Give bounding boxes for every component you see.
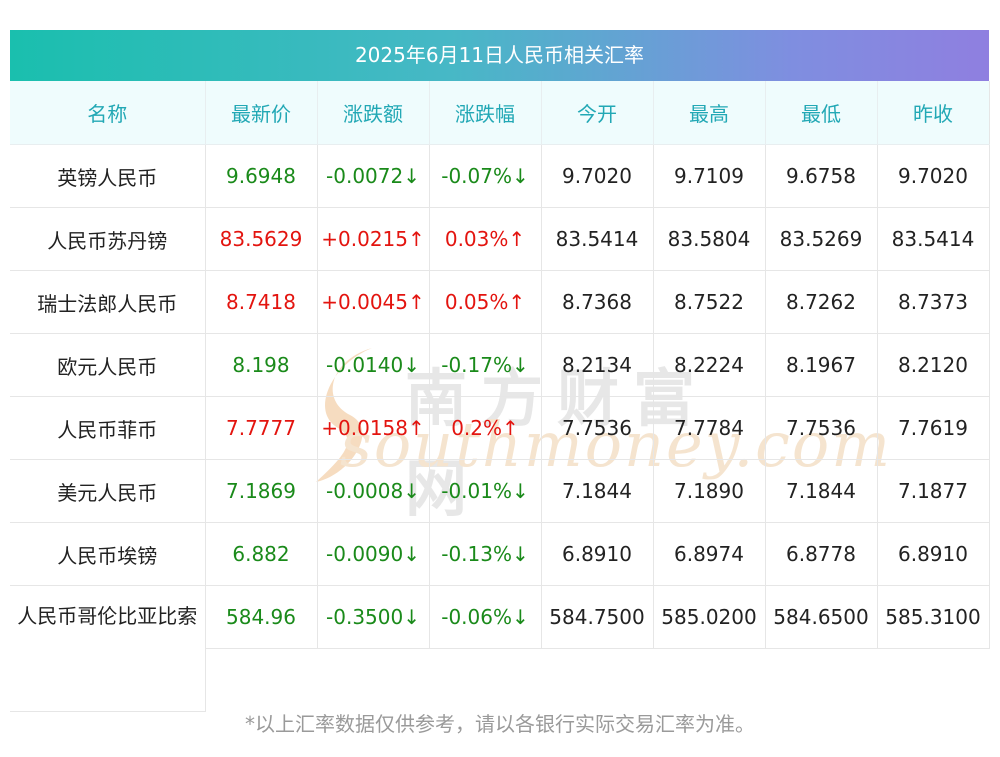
- empty-cell: [765, 649, 877, 712]
- cell-high: 6.8974: [653, 522, 766, 586]
- empty-cell: [429, 649, 541, 712]
- cell-name: 人民币埃镑: [10, 522, 206, 586]
- cell-high: 585.0200: [653, 585, 766, 649]
- cell-change: -0.0140↓: [317, 333, 430, 397]
- cell-high: 83.5804: [653, 207, 766, 271]
- table-row: 人民币菲币 7.7777 +0.0158↑ 0.2%↑ 7.7536 7.7784 7.75…: [10, 396, 990, 460]
- cell-last: 7.7777: [205, 396, 318, 460]
- cell-prev: 83.5414: [877, 207, 990, 271]
- cell-pct: 0.05%↑: [429, 270, 542, 334]
- cell-last: 8.7418: [205, 270, 318, 334]
- cell-prev: 7.7619: [877, 396, 990, 460]
- cell-low: 7.1844: [765, 459, 878, 523]
- header-pct: 涨跌幅: [429, 81, 542, 145]
- cell-open: 6.8910: [541, 522, 654, 586]
- cell-last: 9.6948: [205, 144, 318, 208]
- cell-last: 7.1869: [205, 459, 318, 523]
- cell-low: 7.7536: [765, 396, 878, 460]
- table-row: 人民币埃镑 6.882 -0.0090↓ -0.13%↓ 6.8910 6.8974 6.8…: [10, 522, 990, 586]
- cell-name: 美元人民币: [10, 459, 206, 523]
- cell-change: +0.0045↑: [317, 270, 430, 334]
- header-low: 最低: [765, 81, 878, 145]
- cell-high: 7.1890: [653, 459, 766, 523]
- cell-last: 83.5629: [205, 207, 318, 271]
- table-row: 欧元人民币 8.198 -0.0140↓ -0.17%↓ 8.2134 8.2224 8.1…: [10, 333, 990, 397]
- header-open: 今开: [541, 81, 654, 145]
- cell-change: +0.0215↑: [317, 207, 430, 271]
- header-prev: 昨收: [877, 81, 990, 145]
- rate-panel: 2025年6月11日人民币相关汇率 南方财富网 southmoney.com 名…: [10, 30, 990, 712]
- cell-last: 584.96: [205, 585, 318, 649]
- cell-low: 9.6758: [765, 144, 878, 208]
- table-row: 人民币苏丹镑 83.5629 +0.0215↑ 0.03%↑ 83.5414 83.580…: [10, 207, 990, 271]
- table-row: 瑞士法郎人民币 8.7418 +0.0045↑ 0.05%↑ 8.7368 8.7522 8…: [10, 270, 990, 334]
- cell-open: 584.7500: [541, 585, 654, 649]
- cell-low: 8.1967: [765, 333, 878, 397]
- cell-change: -0.0090↓: [317, 522, 430, 586]
- header-name: 名称: [10, 81, 206, 145]
- table-row: 人民币哥伦比亚比索 584.96 -0.3500↓ -0.06%↓ 584.7500 58…: [10, 585, 990, 712]
- cell-change: +0.0158↑: [317, 396, 430, 460]
- cell-open: 8.2134: [541, 333, 654, 397]
- cell-open: 7.7536: [541, 396, 654, 460]
- header-row: 名称 最新价 涨跌额 涨跌幅 今开 最高 最低 昨收: [10, 81, 990, 145]
- empty-cell: [541, 649, 653, 712]
- cell-name: 人民币苏丹镑: [10, 207, 206, 271]
- cell-last: 8.198: [205, 333, 318, 397]
- cell-low: 8.7262: [765, 270, 878, 334]
- cell-change: -0.0008↓: [317, 459, 430, 523]
- cell-pct: 0.2%↑: [429, 396, 542, 460]
- cell-open: 9.7020: [541, 144, 654, 208]
- empty-cell: [205, 649, 317, 712]
- cell-name: 英镑人民币: [10, 144, 206, 208]
- cell-name: 人民币菲币: [10, 396, 206, 460]
- cell-pct: -0.13%↓: [429, 522, 542, 586]
- cell-prev: 7.1877: [877, 459, 990, 523]
- cell-open: 8.7368: [541, 270, 654, 334]
- cell-change: -0.3500↓: [317, 585, 430, 649]
- cell-high: 7.7784: [653, 396, 766, 460]
- disclaimer-note: *以上汇率数据仅供参考，请以各银行实际交易汇率为准。: [245, 712, 755, 736]
- cell-pct: -0.07%↓: [429, 144, 542, 208]
- cell-prev: 9.7020: [877, 144, 990, 208]
- cell-pct: -0.17%↓: [429, 333, 542, 397]
- cell-change: -0.0072↓: [317, 144, 430, 208]
- header-high: 最高: [653, 81, 766, 145]
- cell-name: 瑞士法郎人民币: [10, 270, 206, 334]
- cell-name: 欧元人民币: [10, 333, 206, 397]
- cell-last: 6.882: [205, 522, 318, 586]
- cell-high: 9.7109: [653, 144, 766, 208]
- table-title: 2025年6月11日人民币相关汇率: [10, 30, 989, 81]
- empty-cell: [317, 649, 429, 712]
- cell-low: 6.8778: [765, 522, 878, 586]
- cell-low: 83.5269: [765, 207, 878, 271]
- cell-prev: 8.2120: [877, 333, 990, 397]
- cell-high: 8.2224: [653, 333, 766, 397]
- table-row: 英镑人民币 9.6948 -0.0072↓ -0.07%↓ 9.7020 9.7109 9.…: [10, 144, 990, 208]
- cell-prev: 8.7373: [877, 270, 990, 334]
- empty-cell: [653, 649, 765, 712]
- cell-name: 人民币哥伦比亚比索: [10, 585, 206, 712]
- cell-pct: 0.03%↑: [429, 207, 542, 271]
- header-change: 涨跌额: [317, 81, 430, 145]
- cell-open: 7.1844: [541, 459, 654, 523]
- cell-high: 8.7522: [653, 270, 766, 334]
- cell-prev: 585.3100: [877, 585, 990, 649]
- cell-open: 83.5414: [541, 207, 654, 271]
- rate-table: 名称 最新价 涨跌额 涨跌幅 今开 最高 最低 昨收 英镑人民币 9.6948 -0…: [10, 81, 990, 712]
- header-last: 最新价: [205, 81, 318, 145]
- cell-pct: -0.01%↓: [429, 459, 542, 523]
- table-row: 美元人民币 7.1869 -0.0008↓ -0.01%↓ 7.1844 7.1890 7.…: [10, 459, 990, 523]
- cell-prev: 6.8910: [877, 522, 990, 586]
- cell-low: 584.6500: [765, 585, 878, 649]
- empty-cell: [877, 649, 989, 712]
- cell-pct: -0.06%↓: [429, 585, 542, 649]
